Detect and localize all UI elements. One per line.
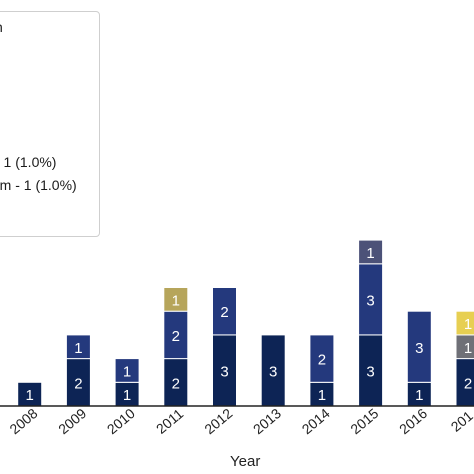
bar-segment — [358, 334, 384, 407]
data-label: 3 — [269, 363, 277, 380]
x-axis-title: Year — [230, 453, 261, 470]
data-label: 1 — [26, 387, 34, 404]
bar-segment — [406, 310, 432, 383]
legend: n - 1 (1.0%) rm - 1 (1.0%) — [0, 11, 100, 237]
data-label: 2 — [172, 328, 180, 345]
bar-segment — [358, 239, 384, 265]
data-label: 2 — [172, 375, 180, 392]
data-label: 2 — [464, 375, 472, 392]
x-ticks-group: 2008 2009 2010 2011 2012 2013 2014 2015 2016 201 — [6, 405, 474, 437]
data-label: 1 — [172, 292, 180, 309]
x-tick-label: 2011 — [153, 405, 187, 437]
data-label: 2 — [220, 304, 228, 321]
data-label: 1 — [318, 387, 326, 404]
data-label: 1 — [74, 340, 82, 357]
bar-segment — [163, 310, 189, 360]
x-tick-label: 2009 — [55, 405, 89, 437]
data-label: 2 — [74, 375, 82, 392]
bar-segment — [65, 334, 91, 360]
bar-segment — [114, 358, 140, 383]
x-tick-label: 2010 — [104, 405, 138, 437]
data-label: 3 — [366, 292, 374, 309]
x-tick-label: 2013 — [250, 405, 284, 437]
x-tick-label: 2012 — [201, 405, 235, 437]
data-label: 1 — [366, 245, 374, 262]
x-tick-label: 2014 — [299, 405, 333, 437]
bars-group: 1 2 1 1 1 2 2 1 3 2 3 1 2 3 3 1 1 3 2 1 1 — [17, 239, 474, 407]
bar-segment — [455, 310, 474, 336]
x-tick-label: 2008 — [6, 405, 40, 437]
bar-segment — [260, 334, 286, 407]
x-tick-label: 201 — [448, 407, 474, 434]
data-label: 3 — [220, 363, 228, 380]
x-tick-label: 2015 — [347, 405, 381, 437]
data-label: 1 — [415, 387, 423, 404]
bar-segment — [163, 287, 189, 312]
data-label: 1 — [123, 363, 131, 380]
x-tick-label: 2016 — [396, 405, 430, 437]
data-label: 3 — [366, 363, 374, 380]
data-label: 1 — [464, 340, 472, 357]
bar-segment — [309, 334, 335, 383]
data-label: 1 — [123, 387, 131, 404]
legend-line: rm - 1 (1.0%) — [0, 177, 77, 193]
bar-segment — [212, 287, 237, 336]
legend-line: - 1 (1.0%) — [0, 154, 57, 170]
data-label: 2 — [318, 352, 326, 369]
data-label: 3 — [415, 340, 423, 357]
legend-line: n — [0, 19, 3, 35]
data-label: 1 — [464, 316, 472, 333]
bar-segment — [65, 358, 91, 407]
